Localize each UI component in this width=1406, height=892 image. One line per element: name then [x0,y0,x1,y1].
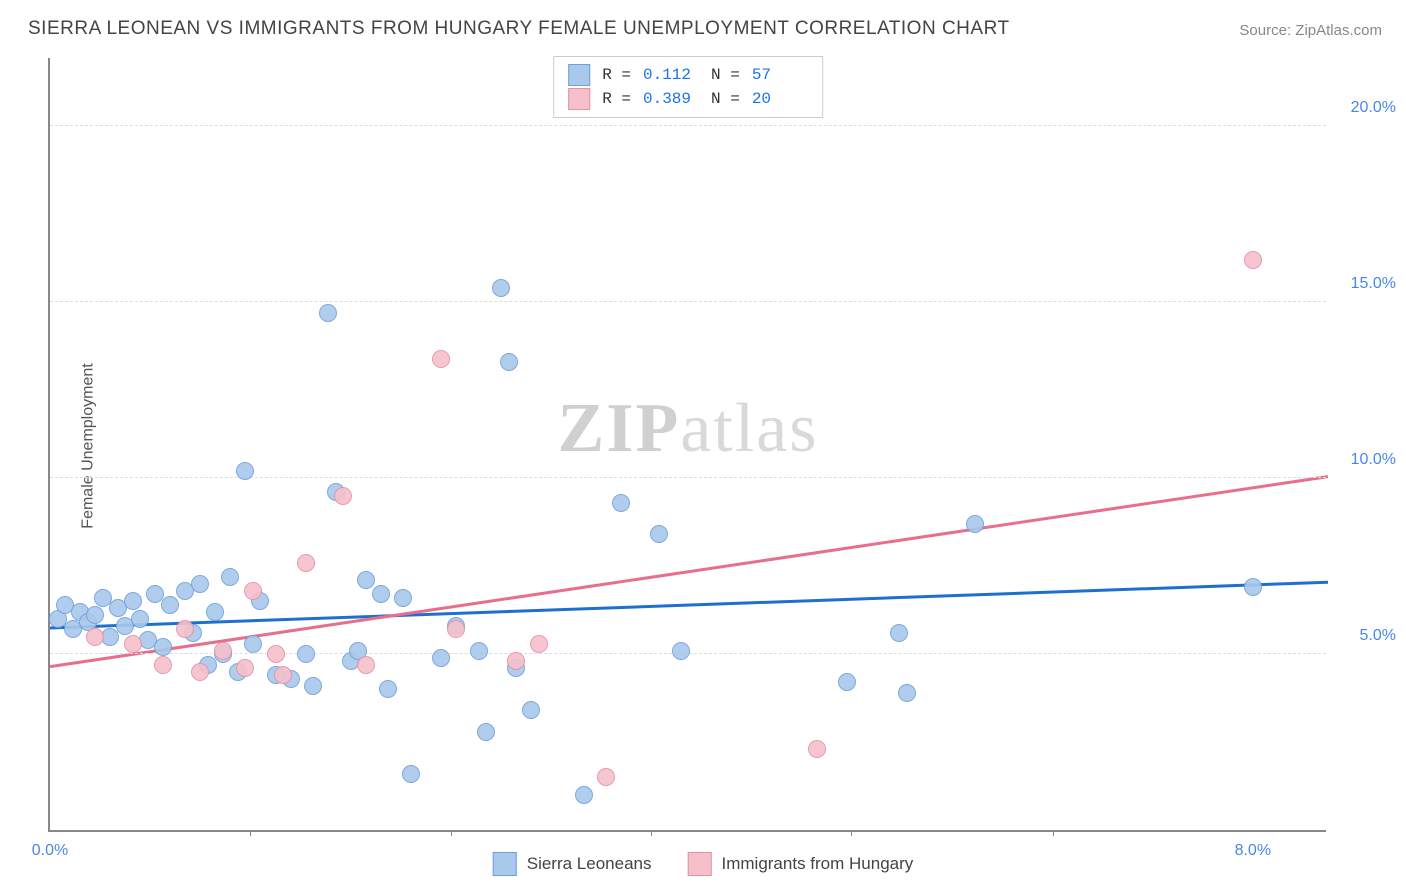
x-tick-mark [451,830,452,836]
data-point [672,642,690,660]
data-point [267,645,285,663]
x-tick-label: 0.0% [32,842,68,860]
data-point [530,635,548,653]
y-tick-label: 5.0% [1336,627,1396,645]
data-point [244,582,262,600]
data-point [86,628,104,646]
data-point [334,487,352,505]
gridline [50,301,1326,302]
data-point [500,353,518,371]
x-tick-mark [250,830,251,836]
data-point [221,568,239,586]
data-point [966,515,984,533]
plot-area: ZIPatlas R =0.112 N =57 R =0.389 N =20 5… [48,58,1326,832]
data-point [808,740,826,758]
data-point [86,606,104,624]
data-point [447,620,465,638]
data-point [838,673,856,691]
data-point [297,645,315,663]
data-point [432,350,450,368]
data-point [357,571,375,589]
data-point [274,666,292,684]
data-point [650,525,668,543]
data-point [394,589,412,607]
x-tick-mark [851,830,852,836]
chart-title: SIERRA LEONEAN VS IMMIGRANTS FROM HUNGAR… [28,18,1010,40]
gridline [50,125,1326,126]
data-point [191,663,209,681]
y-tick-label: 15.0% [1336,275,1396,293]
data-point [236,462,254,480]
x-tick-mark [651,830,652,836]
source-label: Source: ZipAtlas.com [1239,22,1382,39]
x-tick-mark [1053,830,1054,836]
data-point [612,494,630,512]
data-point [492,279,510,297]
data-point [522,701,540,719]
data-point [470,642,488,660]
data-point [379,680,397,698]
y-tick-label: 10.0% [1336,451,1396,469]
data-point [304,677,322,695]
data-point [124,592,142,610]
stats-row-2: R =0.389 N =20 [568,87,808,111]
data-point [890,624,908,642]
data-point [357,656,375,674]
data-point [124,635,142,653]
stats-row-1: R =0.112 N =57 [568,63,808,87]
data-point [372,585,390,603]
data-point [154,656,172,674]
stats-legend: R =0.112 N =57 R =0.389 N =20 [553,56,823,118]
regression-lines [50,58,1328,832]
data-point [131,610,149,628]
data-point [297,554,315,572]
data-point [432,649,450,667]
data-point [898,684,916,702]
data-point [191,575,209,593]
data-point [161,596,179,614]
data-point [214,642,232,660]
data-point [575,786,593,804]
data-point [402,765,420,783]
y-tick-label: 20.0% [1336,99,1396,117]
data-point [244,635,262,653]
data-point [1244,251,1262,269]
series-legend: Sierra Leoneans Immigrants from Hungary [493,852,914,876]
data-point [1244,578,1262,596]
data-point [597,768,615,786]
data-point [206,603,224,621]
data-point [477,723,495,741]
data-point [154,638,172,656]
x-tick-label: 8.0% [1235,842,1271,860]
data-point [236,659,254,677]
data-point [176,620,194,638]
data-point [507,652,525,670]
data-point [319,304,337,322]
